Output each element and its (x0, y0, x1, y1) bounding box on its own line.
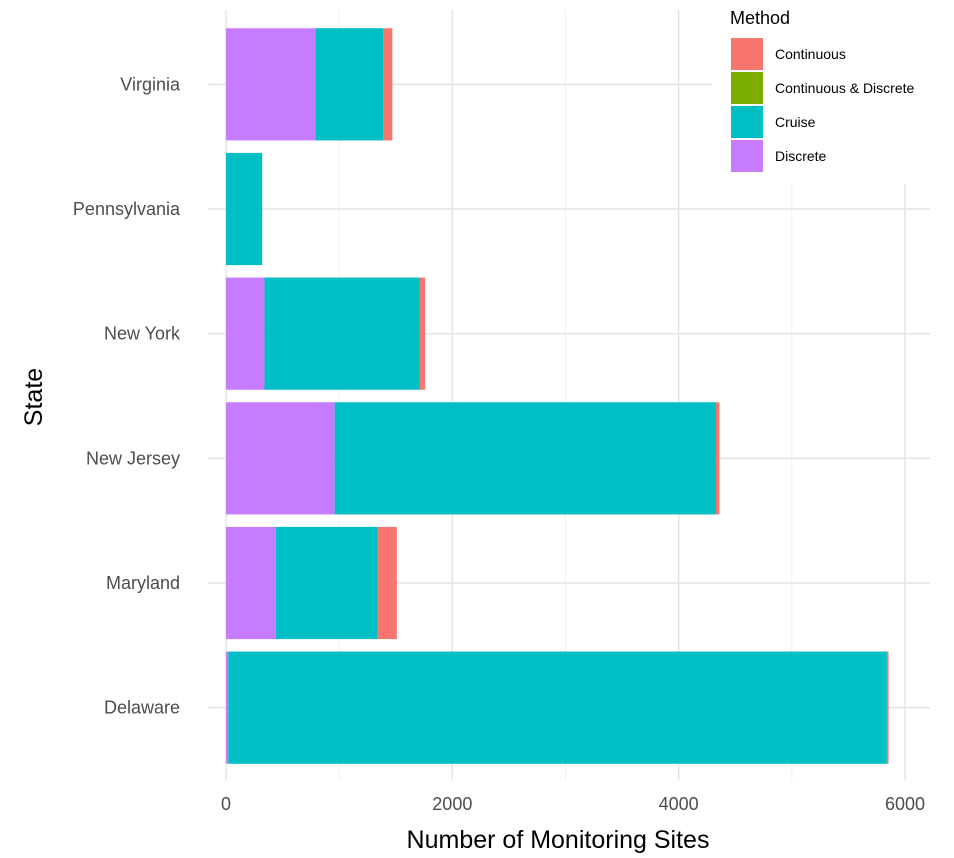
legend-swatch (731, 38, 763, 70)
bar-maryland-continuous (377, 526, 397, 640)
legend-swatch (731, 140, 763, 172)
bar-delaware-cruise (228, 651, 887, 764)
bar-new-jersey-continuous (716, 402, 720, 515)
y-tick-label: Pennsylvania (73, 199, 181, 219)
bar-virginia-continuous (383, 28, 393, 141)
y-tick-label: Virginia (120, 74, 181, 94)
bar-virginia-cruise (315, 28, 384, 141)
x-tick-label: 0 (221, 794, 231, 814)
bar-new-york-continuous (419, 277, 426, 390)
x-axis-title: Number of Monitoring Sites (407, 826, 710, 853)
bar-maryland-cruise (275, 526, 378, 640)
y-tick-label: New Jersey (86, 448, 180, 468)
bar-new-jersey-cruise (334, 402, 717, 515)
legend-label: Discrete (775, 148, 827, 164)
y-axis-title: State (20, 368, 48, 426)
y-tick-label: Delaware (104, 698, 180, 718)
legend-swatch (731, 72, 763, 104)
y-tick-label: New York (104, 324, 181, 344)
bars (226, 28, 889, 764)
legend: Method Continuous Continuous & Discrete Cr… (730, 8, 915, 172)
legend-title: Method (730, 8, 790, 28)
x-tick-labels: 0 2000 4000 6000 (221, 794, 925, 814)
legend-label: Continuous (775, 46, 846, 62)
bar-delaware-continuous (886, 651, 889, 764)
legend-swatch (731, 106, 763, 138)
bar-new-york-cruise (264, 277, 420, 390)
x-tick-label: 4000 (659, 794, 699, 814)
legend-label: Cruise (775, 114, 816, 130)
bar-delaware-discrete (226, 651, 229, 764)
bar-new-york-discrete (226, 277, 265, 390)
bar-new-jersey-discrete (226, 402, 335, 515)
bar-pennsylvania-cruise (226, 152, 263, 266)
y-tick-label: Maryland (106, 573, 180, 593)
x-tick-label: 2000 (432, 794, 472, 814)
bar-maryland-discrete (226, 526, 276, 640)
y-tick-labels: Delaware Maryland New Jersey New York Pennsy… (73, 74, 181, 717)
x-tick-label: 6000 (885, 794, 925, 814)
legend-label: Continuous & Discrete (775, 80, 915, 96)
bar-virginia-discrete (226, 28, 316, 141)
